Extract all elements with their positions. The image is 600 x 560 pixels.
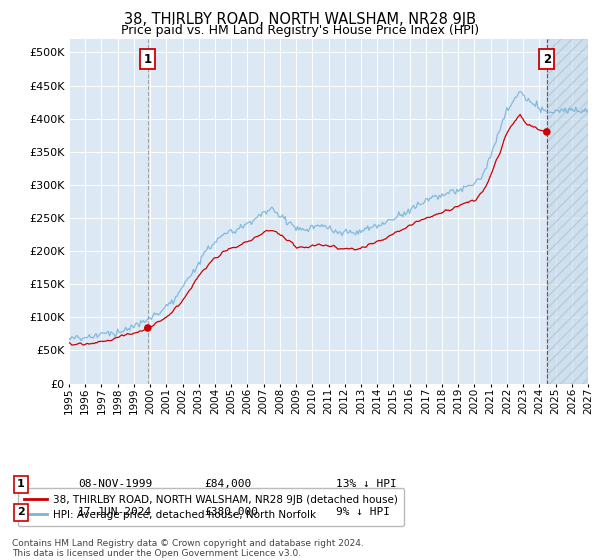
Text: £84,000: £84,000: [204, 479, 251, 489]
Text: 17-JUN-2024: 17-JUN-2024: [78, 507, 152, 517]
Bar: [547, 39, 588, 384]
Text: 13% ↓ HPI: 13% ↓ HPI: [336, 479, 397, 489]
Text: 1: 1: [144, 53, 152, 66]
Text: Contains HM Land Registry data © Crown copyright and database right 2024.
This d: Contains HM Land Registry data © Crown c…: [12, 539, 364, 558]
Text: 2: 2: [17, 507, 25, 517]
Point: [542, 128, 551, 137]
Text: 1: 1: [17, 479, 25, 489]
Text: £380,000: £380,000: [204, 507, 258, 517]
Legend: 38, THIRLBY ROAD, NORTH WALSHAM, NR28 9JB (detached house), HPI: Average price, : 38, THIRLBY ROAD, NORTH WALSHAM, NR28 9J…: [18, 488, 404, 526]
Text: 38, THIRLBY ROAD, NORTH WALSHAM, NR28 9JB: 38, THIRLBY ROAD, NORTH WALSHAM, NR28 9J…: [124, 12, 476, 27]
Text: 2: 2: [543, 53, 551, 66]
Text: 08-NOV-1999: 08-NOV-1999: [78, 479, 152, 489]
Point: [143, 324, 152, 333]
Text: Price paid vs. HM Land Registry's House Price Index (HPI): Price paid vs. HM Land Registry's House …: [121, 24, 479, 36]
Text: 9% ↓ HPI: 9% ↓ HPI: [336, 507, 390, 517]
